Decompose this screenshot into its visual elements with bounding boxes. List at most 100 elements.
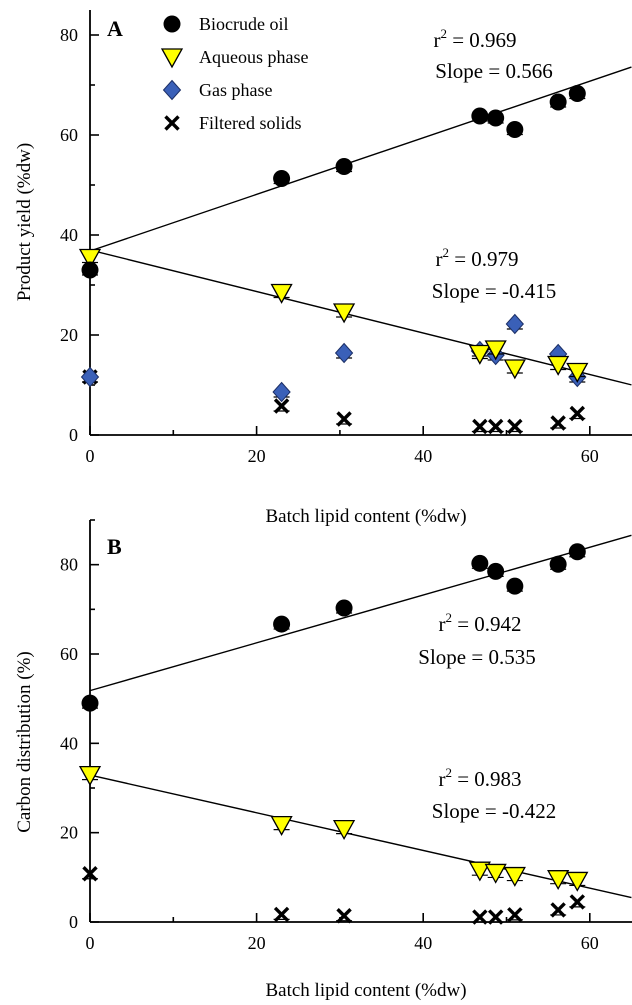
- panel-b-biocrude-point: [506, 577, 524, 595]
- panel-b-aqueous-point: [270, 815, 293, 836]
- panel-a-x-tick-label: 0: [86, 446, 95, 466]
- panel-b-solids-point: [507, 907, 523, 923]
- panel-a: A Biocrude oil Aqueous phase Gas phase Filt…: [14, 10, 632, 527]
- panel-a-gas-point: [334, 342, 354, 364]
- panel-a-biocrude-point: [471, 107, 489, 125]
- panel-b-solids-point: [487, 909, 504, 925]
- panel-a-biocrude-point: [487, 109, 505, 127]
- panel-b-aqueous-r2-value: 0.983: [474, 767, 521, 791]
- panel-b-solids-point: [336, 908, 352, 924]
- panel-a-biocrude-fit-line: [89, 66, 632, 252]
- panel-b-aqueous-point: [332, 819, 356, 840]
- panel-a-aqueous-point: [484, 340, 507, 361]
- panel-a-x-tick-label: 40: [414, 446, 432, 466]
- panel-a-y-tick-label: 20: [60, 325, 78, 345]
- panel-b-y-tick-label: 20: [60, 823, 78, 843]
- panel-a-biocrude-point: [506, 121, 524, 138]
- panel-b-aqueous-point: [566, 871, 589, 892]
- panel-a-aqueous-point: [270, 283, 293, 304]
- legend-label-solids: Filtered solids: [199, 113, 302, 133]
- panel-a-y-tick-label: 40: [60, 225, 78, 245]
- panel-a-aqueous-point: [468, 344, 491, 365]
- panel-a-gas-point: [272, 381, 291, 403]
- legend-marker-gas: [162, 79, 182, 101]
- panel-a-aqueous-r2-value: 0.979: [471, 247, 518, 271]
- panel-b-solids-point: [82, 866, 98, 882]
- panel-a-y-tick-label: 80: [60, 25, 78, 45]
- panel-b-aqueous-point: [547, 870, 570, 891]
- panel-b-biocrude-point: [335, 599, 353, 617]
- legend-marker-aqueous: [160, 48, 184, 69]
- panel-b-y-axis-title: Carbon distribution (%): [14, 651, 35, 833]
- panel-b-biocrude-point: [471, 554, 489, 572]
- panel-b-aqueous-r2: r2 = 0.983: [438, 765, 521, 791]
- panel-a-solids-point: [336, 411, 352, 427]
- legend: Biocrude oil Aqueous phase Gas phase Filter…: [160, 14, 308, 133]
- panel-a-aqueous-slope: Slope = -0.415: [432, 279, 556, 303]
- panel-a-aqueous-r2: r2 = 0.979: [435, 245, 518, 271]
- panel-a-biocrude-point: [273, 170, 291, 187]
- panel-a-y-tick-label: 60: [60, 125, 78, 145]
- panel-b-biocrude-point: [273, 615, 291, 633]
- panel-a-solids-point: [273, 398, 290, 414]
- panel-a-letter: A: [107, 16, 123, 41]
- panel-a-biocrude-point: [568, 85, 586, 102]
- panel-a-gas-point: [505, 313, 525, 335]
- panel-b-x-tick-label: 40: [414, 933, 432, 953]
- panel-b-x-tick-label: 20: [248, 933, 266, 953]
- panel-a-biocrude-point: [335, 158, 353, 175]
- panel-b-biocrude-fit-line: [89, 534, 632, 692]
- panel-b-letter: B: [107, 534, 122, 559]
- panel-b-aqueous-point: [78, 765, 102, 786]
- panel-a-solids-point: [550, 415, 566, 431]
- panel-a-x-tick-label: 20: [248, 446, 266, 466]
- panel-b-biocrude-r2-value: 0.942: [474, 612, 521, 636]
- panel-a-aqueous-point: [78, 248, 102, 269]
- panel-b-y-tick-label: 60: [60, 644, 78, 664]
- panel-a-y-axis-title: Product yield (%dw): [14, 143, 35, 301]
- panel-a-solids-point: [569, 405, 586, 422]
- panel-a-solids-point: [507, 418, 523, 435]
- panel-b-y-tick-label: 0: [69, 912, 78, 932]
- panel-a-biocrude-point: [549, 93, 567, 111]
- panel-a-gas-point: [80, 366, 100, 388]
- legend-label-aqueous: Aqueous phase: [199, 47, 308, 67]
- panel-b-solids-point: [569, 894, 586, 910]
- panel-b-aqueous-point: [484, 863, 507, 884]
- panel-b-biocrude-point: [568, 543, 586, 561]
- panel-a-solids-point: [487, 418, 504, 435]
- panel-a-aqueous-point: [547, 355, 570, 376]
- panel-a-y-tick-label: 0: [69, 425, 78, 445]
- panel-a-solids-point: [472, 418, 488, 435]
- panel-a-biocrude-r2-value: 0.969: [469, 28, 516, 52]
- panel-a-biocrude-r2: r2 = 0.969: [433, 26, 516, 52]
- panel-b-solids-point: [550, 902, 566, 918]
- legend-marker-biocrude: [163, 15, 181, 33]
- panel-b-solids-point: [273, 906, 290, 923]
- panel-b-biocrude-slope: Slope = 0.535: [418, 645, 535, 669]
- panel-a-x-axis-title: Batch lipid content (%dw): [265, 506, 466, 527]
- panel-b-aqueous-slope: Slope = -0.422: [432, 799, 556, 823]
- panel-b-solids-point: [472, 909, 488, 925]
- panel-b-x-tick-label: 60: [581, 933, 599, 953]
- panel-a-aqueous-point: [332, 303, 356, 324]
- panel-a-aqueous-fit-line: [89, 249, 632, 386]
- panel-b-biocrude-point: [549, 555, 567, 573]
- panel-b-y-tick-label: 40: [60, 733, 78, 753]
- panel-b-aqueous-point: [468, 861, 491, 882]
- panel-b-aqueous-point: [503, 866, 526, 887]
- panel-b: B Batch lipid content (%dw) Carbon distr…: [14, 519, 632, 1001]
- legend-label-gas: Gas phase: [199, 80, 272, 100]
- panel-a-aqueous-point: [566, 362, 589, 383]
- panel-a-biocrude-point: [81, 261, 99, 279]
- panel-b-x-tick-label: 0: [86, 933, 95, 953]
- panel-b-biocrude-r2: r2 = 0.942: [438, 610, 521, 636]
- panel-b-x-axis-title: Batch lipid content (%dw): [265, 980, 466, 1001]
- panel-b-biocrude-point: [81, 694, 99, 712]
- panel-a-biocrude-slope: Slope = 0.566: [435, 59, 552, 83]
- panel-b-y-tick-label: 80: [60, 555, 78, 575]
- legend-marker-solids: [164, 115, 180, 131]
- legend-label-biocrude: Biocrude oil: [199, 14, 288, 34]
- panel-a-aqueous-point: [503, 359, 526, 380]
